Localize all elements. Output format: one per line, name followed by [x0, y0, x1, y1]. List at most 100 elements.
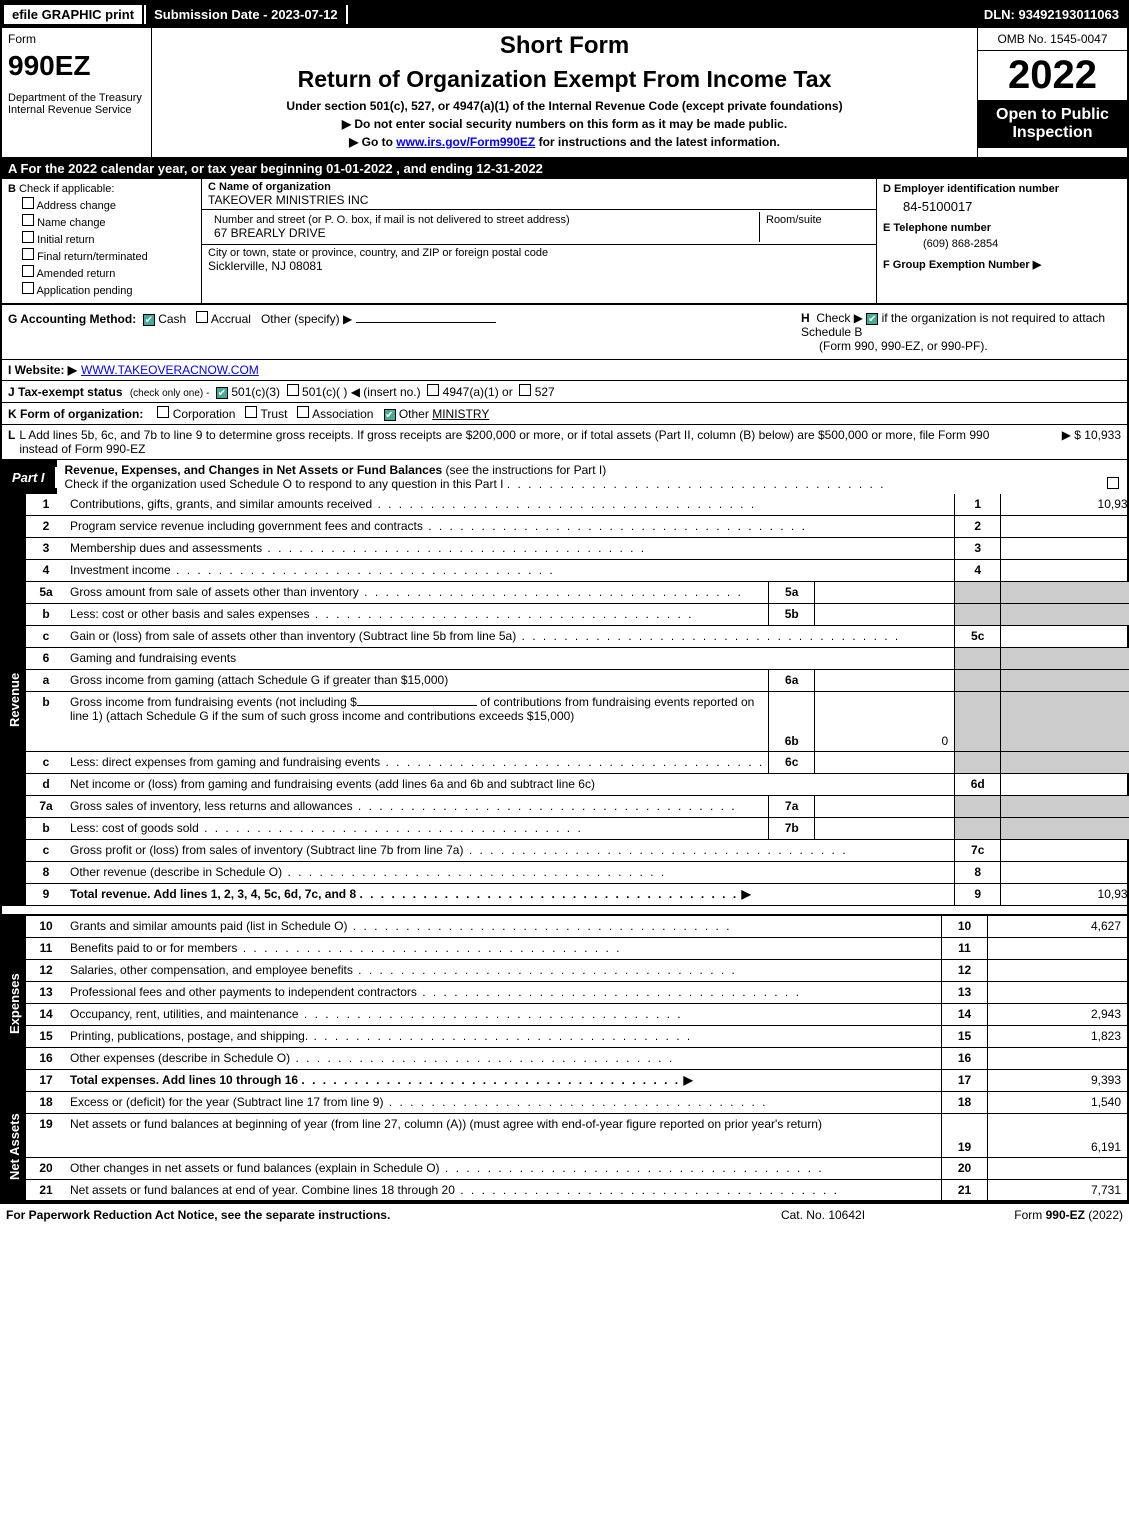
chk-527[interactable] — [519, 384, 531, 396]
form-title-block: Short Form Return of Organization Exempt… — [152, 28, 977, 157]
open-to-public: Open to Public Inspection — [978, 100, 1127, 148]
short-form-label: Short Form — [160, 32, 969, 60]
line-7b: bLess: cost of goods sold7b — [26, 818, 1129, 840]
line-7a: 7aGross sales of inventory, less returns… — [26, 796, 1129, 818]
line-19: 19Net assets or fund balances at beginni… — [26, 1114, 1127, 1158]
c-city-label: City or town, state or province, country… — [208, 247, 548, 259]
chk-final-return[interactable]: Final return/terminated — [22, 248, 195, 263]
chk-accrual[interactable] — [196, 311, 208, 323]
c-room-block: Room/suite — [760, 212, 870, 242]
goto-post: for instructions and the latest informat… — [535, 135, 780, 149]
col-b-checkboxes: B Check if applicable: Address change Na… — [2, 179, 202, 303]
other-org-val: MINISTRY — [432, 407, 489, 421]
line-1: 1Contributions, gifts, grants, and simil… — [26, 494, 1129, 516]
line-11: 11Benefits paid to or for members11 — [26, 938, 1127, 960]
c-street-label: Number and street (or P. O. box, if mail… — [214, 214, 570, 226]
chk-501c[interactable] — [287, 384, 299, 396]
part-i-grid: Revenue 1Contributions, gifts, grants, a… — [0, 494, 1129, 1202]
section-divider — [2, 906, 1127, 916]
side-revenue: Revenue — [2, 494, 26, 906]
cat-no: Cat. No. 10642I — [723, 1208, 923, 1222]
chk-not-required[interactable]: ✔ — [866, 313, 878, 325]
line-12: 12Salaries, other compensation, and empl… — [26, 960, 1127, 982]
chk-other-org[interactable]: ✔ — [384, 409, 396, 421]
website-link[interactable]: WWW.TAKEOVERACNOW.COM — [81, 363, 259, 377]
omb-number: OMB No. 1545-0047 — [978, 28, 1127, 51]
line-20: 20Other changes in net assets or fund ba… — [26, 1158, 1127, 1180]
line-2: 2Program service revenue including gover… — [26, 516, 1129, 538]
chk-name-change[interactable]: Name change — [22, 214, 195, 229]
form-ref: Form 990-EZ (2022) — [923, 1208, 1123, 1222]
line-5a: 5aGross amount from sale of assets other… — [26, 582, 1129, 604]
c-room-label: Room/suite — [766, 214, 822, 226]
chk-trust[interactable] — [245, 406, 257, 418]
l-amount: ▶ $ 10,933 — [1001, 428, 1121, 456]
ssn-warning: Do not enter social security numbers on … — [160, 117, 969, 131]
chk-amended-return[interactable]: Amended return — [22, 265, 195, 280]
line-18: 18Excess or (deficit) for the year (Subt… — [26, 1092, 1127, 1114]
line-6a: aGross income from gaming (attach Schedu… — [26, 670, 1129, 692]
tax-year: 2022 — [978, 51, 1127, 100]
line-16: 16Other expenses (describe in Schedule O… — [26, 1048, 1127, 1070]
part-i-header: Part I Revenue, Expenses, and Changes in… — [0, 460, 1129, 494]
org-city: Sicklerville, NJ 08081 — [208, 259, 323, 273]
chk-schedule-o[interactable] — [1107, 477, 1119, 489]
chk-address-change[interactable]: Address change — [22, 197, 195, 212]
c-street-row: Number and street (or P. O. box, if mail… — [202, 210, 876, 245]
goto-pre: Go to — [362, 135, 397, 149]
ein-value: 84-5100017 — [903, 199, 1121, 214]
efile-print[interactable]: efile GRAPHIC print — [4, 5, 142, 24]
phone-value: (609) 868-2854 — [923, 238, 1121, 250]
side-net-assets: Net Assets — [2, 1092, 26, 1202]
chk-501c3[interactable]: ✔ — [216, 387, 228, 399]
form-number: 990EZ — [8, 50, 145, 82]
line-17: 17Total expenses. Add lines 10 through 1… — [26, 1070, 1127, 1092]
line-5b: bLess: cost or other basis and sales exp… — [26, 604, 1129, 626]
line-6d: dNet income or (loss) from gaming and fu… — [26, 774, 1129, 796]
line-14: 14Occupancy, rent, utilities, and mainte… — [26, 1004, 1127, 1026]
goto-line: Go to www.irs.gov/Form990EZ for instruct… — [160, 135, 969, 149]
line-13: 13Professional fees and other payments t… — [26, 982, 1127, 1004]
line-k-form-of-org: K Form of organization: Corporation Trus… — [0, 403, 1129, 425]
d-label: D Employer identification number — [883, 183, 1059, 195]
chk-corporation[interactable] — [157, 406, 169, 418]
line-6c: cLess: direct expenses from gaming and f… — [26, 752, 1129, 774]
irs-link[interactable]: www.irs.gov/Form990EZ — [396, 135, 535, 149]
under-section: Under section 501(c), 527, or 4947(a)(1)… — [160, 99, 969, 113]
row-a-tax-year: A For the 2022 calendar year, or tax yea… — [0, 158, 1129, 179]
top-bar: efile GRAPHIC print Submission Date - 20… — [0, 0, 1129, 28]
line-8: 8Other revenue (describe in Schedule O)8 — [26, 862, 1129, 884]
section-bcdef: B Check if applicable: Address change Na… — [0, 179, 1129, 305]
org-name: TAKEOVER MINISTRIES INC — [208, 193, 368, 207]
line-l-gross-receipts: L L Add lines 5b, 6c, and 7b to line 9 t… — [0, 425, 1129, 460]
chk-4947[interactable] — [427, 384, 439, 396]
c-street-block: Number and street (or P. O. box, if mail… — [208, 212, 760, 242]
dln: DLN: 93492193011063 — [984, 7, 1127, 22]
form-title: Return of Organization Exempt From Incom… — [160, 66, 969, 93]
f-label: F Group Exemption Number ▶ — [883, 259, 1041, 271]
line-j-tax-exempt: J Tax-exempt status (check only one) - ✔… — [0, 381, 1129, 403]
form-word: Form — [8, 32, 145, 46]
line-5c: cGain or (loss) from sale of assets othe… — [26, 626, 1129, 648]
section-gh: G Accounting Method: ✔ Cash Accrual Othe… — [0, 305, 1129, 360]
col-c-org-info: C Name of organization TAKEOVER MINISTRI… — [202, 179, 877, 303]
chk-application-pending[interactable]: Application pending — [22, 282, 195, 297]
chk-initial-return[interactable]: Initial return — [22, 231, 195, 246]
org-street: 67 BREARLY DRIVE — [214, 226, 326, 240]
chk-cash[interactable]: ✔ — [143, 314, 155, 326]
chk-association[interactable] — [297, 406, 309, 418]
line-9: 9Total revenue. Total revenue. Add lines… — [26, 884, 1129, 906]
line-i-website: I Website: ▶WWW.TAKEOVERACNOW.COM — [0, 360, 1129, 381]
side-expenses: Expenses — [2, 916, 26, 1092]
page-footer: For Paperwork Reduction Act Notice, see … — [0, 1202, 1129, 1226]
line-6b: bGross income from fundraising events (n… — [26, 692, 1129, 752]
line-6: 6Gaming and fundraising events — [26, 648, 1129, 670]
form-right-block: OMB No. 1545-0047 2022 Open to Public In… — [977, 28, 1127, 157]
part-i-label: Part I — [2, 467, 57, 488]
line-21: 21Net assets or fund balances at end of … — [26, 1180, 1127, 1202]
c-name-label: C Name of organization — [208, 181, 331, 193]
l-text: L Add lines 5b, 6c, and 7b to line 9 to … — [19, 428, 1001, 456]
dept-treasury: Department of the Treasury Internal Reve… — [8, 92, 145, 116]
paperwork-notice: For Paperwork Reduction Act Notice, see … — [6, 1208, 723, 1222]
c-city-block: City or town, state or province, country… — [202, 245, 876, 275]
